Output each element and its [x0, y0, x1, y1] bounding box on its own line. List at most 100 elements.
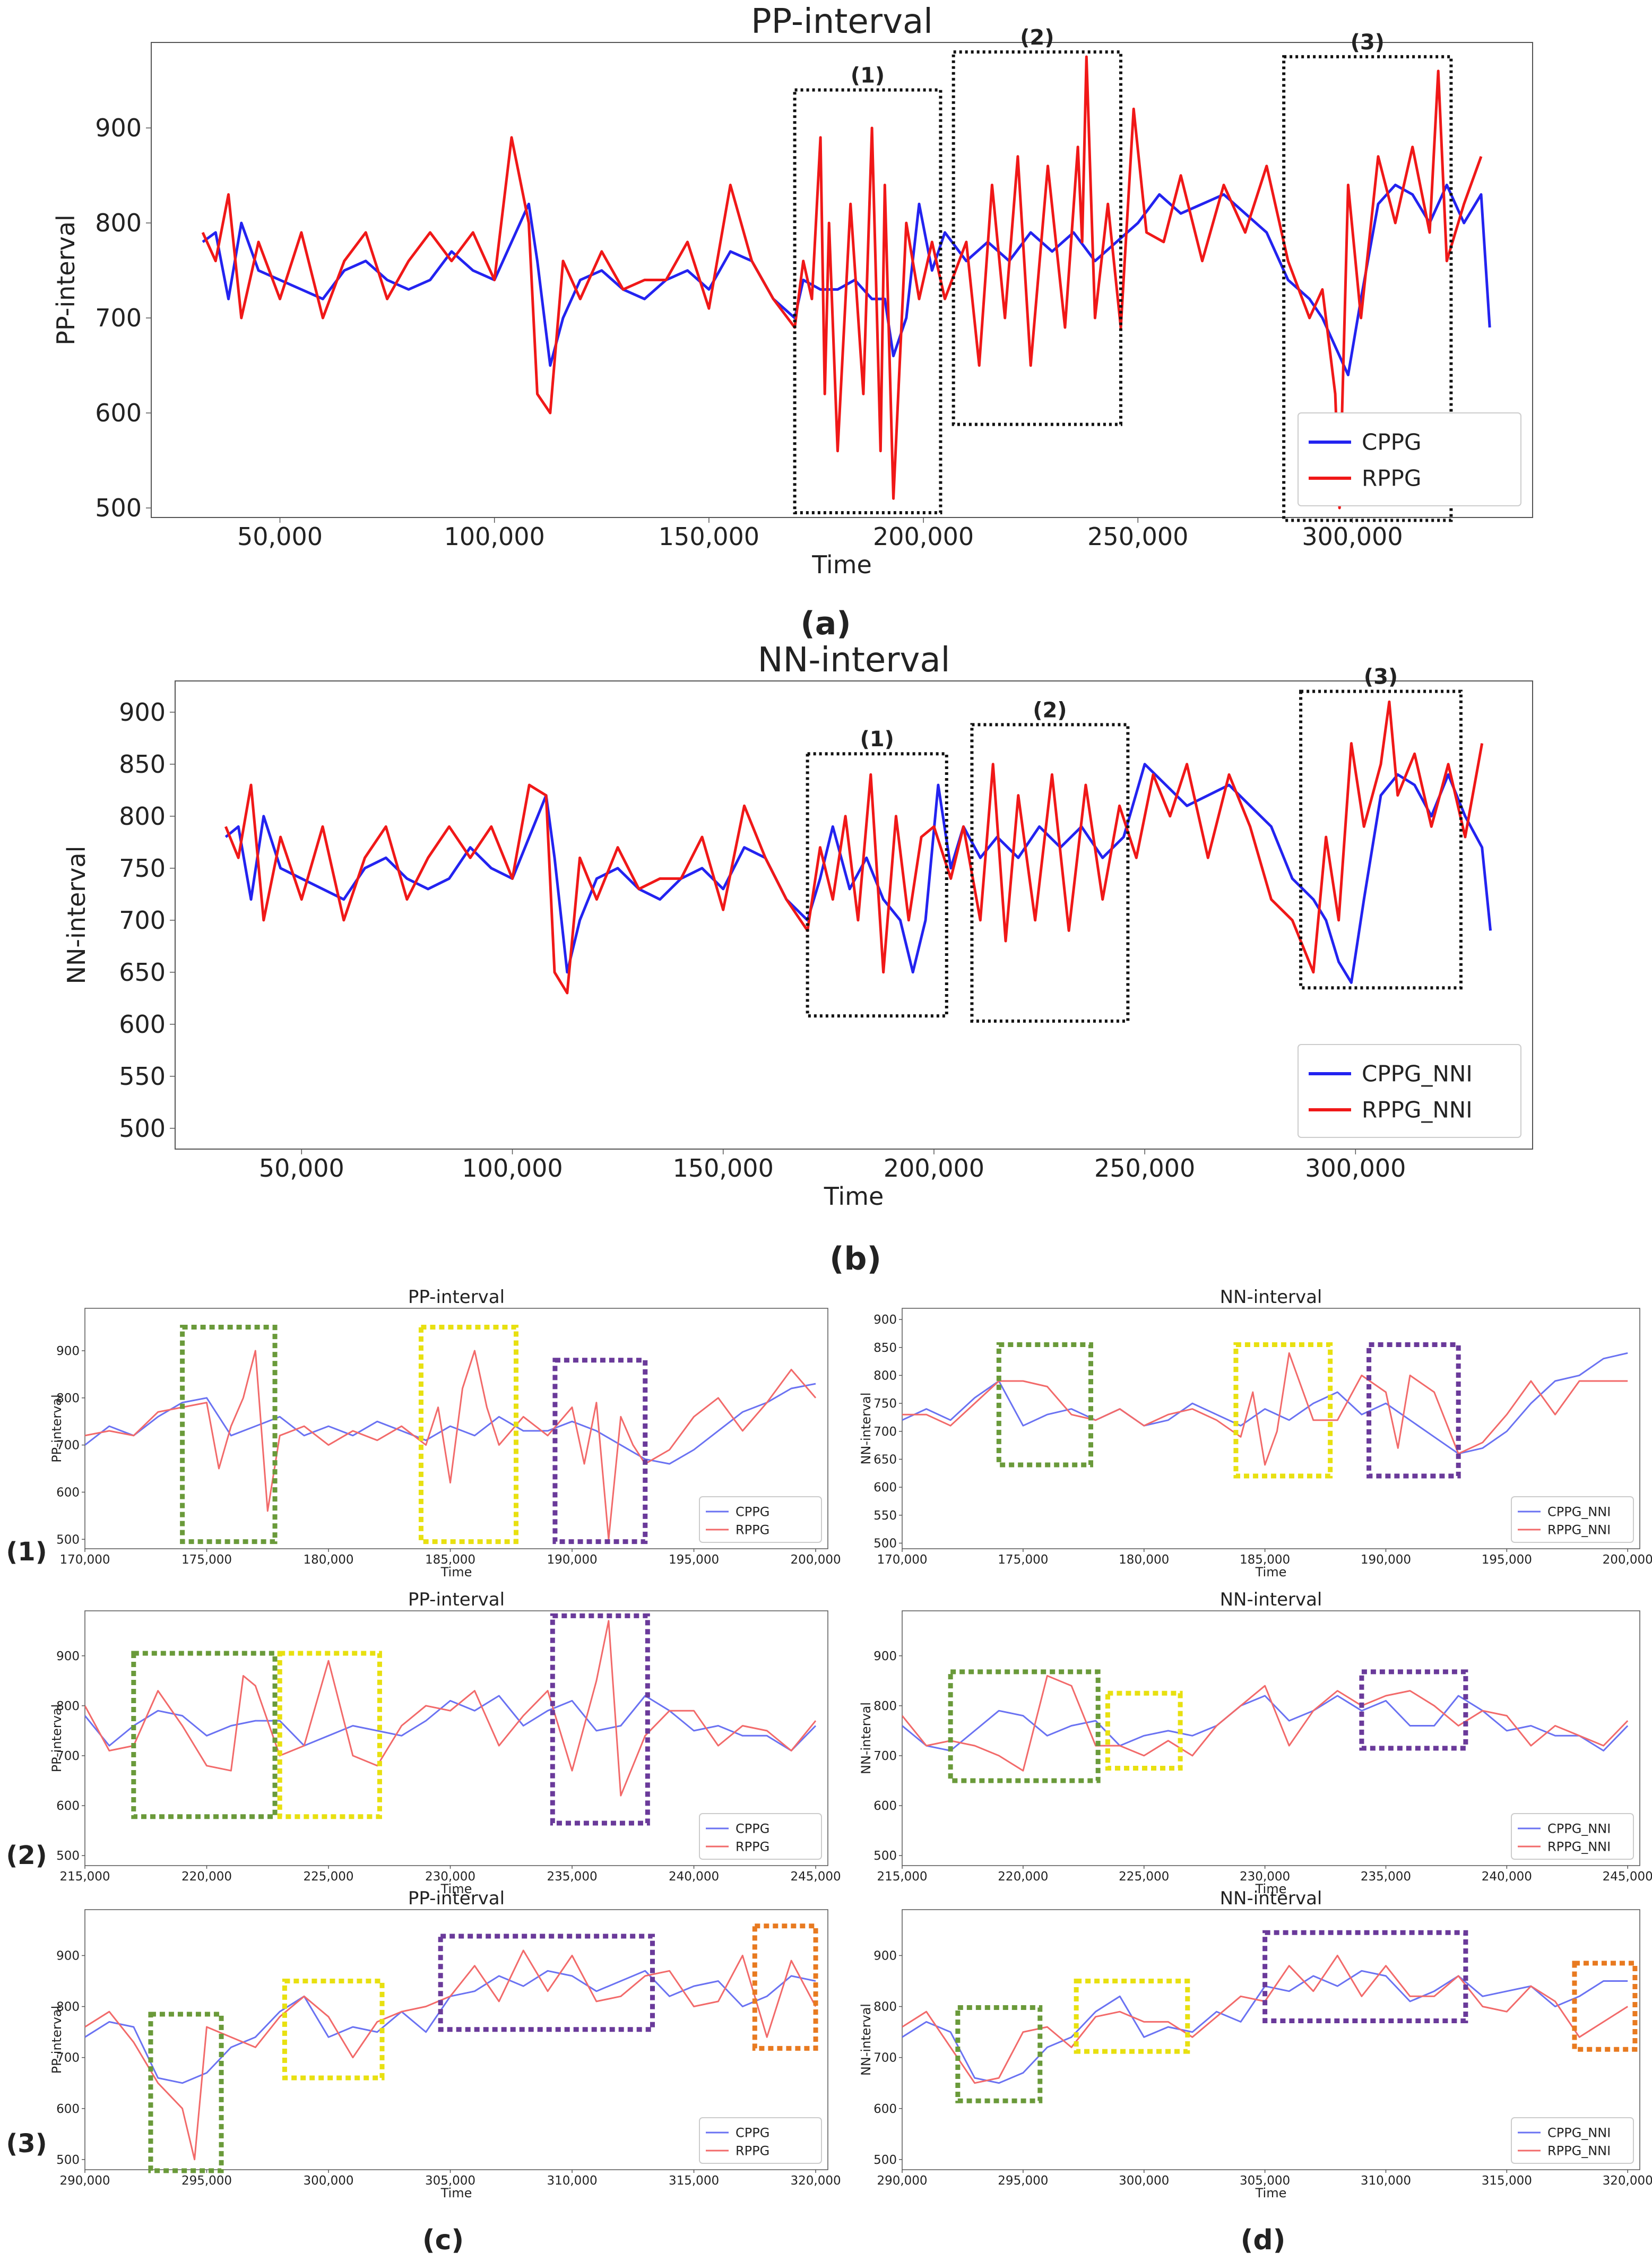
legend-label: RPPG_NNI [1547, 2143, 1611, 2158]
y-tick-label: 500 [119, 1114, 166, 1143]
x-axis-label: Time [811, 550, 872, 579]
y-tick-label: 800 [56, 1699, 80, 1713]
legend-label: CPPG [736, 1504, 769, 1519]
chart-title: PP-interval [751, 2, 933, 41]
x-tick-label: 310,000 [547, 2174, 597, 2188]
highlight-box-green-1 [948, 1669, 1101, 1783]
x-tick-label: 170,000 [59, 1553, 110, 1567]
y-tick-label: 650 [119, 958, 166, 987]
y-axis-label: PP-interval [49, 1394, 64, 1463]
y-tick-label: 600 [56, 1799, 80, 1813]
chart-title: NN-interval [758, 641, 950, 680]
series-line-rppg [85, 1620, 817, 1797]
legend-box [1511, 1496, 1634, 1543]
series-line-rppg-nni [902, 1352, 1628, 1466]
x-tick-label: 215,000 [59, 1870, 110, 1884]
legend-label: RPPG [736, 2143, 769, 2158]
x-tick-label: 200,000 [884, 1154, 984, 1183]
x-tick-label: 150,000 [673, 1154, 774, 1183]
y-tick-label: 800 [119, 802, 166, 831]
highlight-box-black-2 [970, 723, 1130, 1023]
y-tick-label: 700 [56, 2051, 80, 2065]
y-tick-label: 600 [873, 1481, 897, 1495]
x-tick-label: 200,000 [1603, 1553, 1652, 1567]
series-line-cppg [85, 1383, 816, 1465]
x-tick-label: 245,000 [790, 1870, 841, 1884]
y-tick-label: 600 [56, 2102, 80, 2116]
legend-label: RPPG_NNI [1362, 1097, 1473, 1123]
panel-label-d: (d) [1241, 2224, 1286, 2256]
y-tick-label: 550 [873, 1509, 897, 1523]
legend-box [699, 1813, 822, 1860]
x-tick-label: 170,000 [877, 1553, 927, 1567]
panel-label-c: (c) [422, 2224, 464, 2256]
y-tick-label: 900 [119, 698, 166, 727]
legend-label: CPPG_NNI [1547, 1504, 1611, 1519]
highlight-box-green-1 [180, 1325, 278, 1544]
x-tick-label: 290,000 [877, 2174, 927, 2188]
y-tick-label: 800 [95, 209, 142, 237]
legend-label: CPPG [736, 2125, 769, 2140]
x-tick-label: 250,000 [1087, 522, 1188, 551]
x-tick-label: 190,000 [547, 1553, 597, 1567]
y-tick-label: 900 [56, 1344, 80, 1358]
highlight-box-black-2 [952, 50, 1122, 426]
y-tick-label: 550 [119, 1062, 166, 1091]
legend-box [1511, 2117, 1634, 2164]
highlight-box-black-3 [1282, 55, 1453, 522]
legend-label: RPPG_NNI [1547, 1522, 1611, 1537]
x-axis-label: Time [440, 1565, 472, 1580]
x-tick-label: 100,000 [462, 1154, 563, 1183]
panel-label-a: (a) [800, 605, 851, 642]
highlight-box-label: (2) [1033, 698, 1067, 722]
series-line-cppg-nni [902, 1352, 1628, 1455]
y-tick-label: 700 [95, 304, 142, 332]
y-tick-label: 900 [873, 1313, 897, 1327]
highlight-box-black-1 [806, 752, 948, 1018]
x-axis-label: Time [440, 2186, 472, 2200]
chart-title: NN-interval [1220, 1589, 1322, 1610]
plot-area [201, 55, 1491, 510]
y-axis-label: PP-interval [49, 2006, 64, 2074]
x-tick-label: 220,000 [998, 1870, 1048, 1884]
x-axis-label: Time [824, 1182, 884, 1211]
highlight-box-label: (2) [1020, 25, 1054, 50]
highlight-box-yellow-2 [282, 1979, 385, 2081]
x-tick-label: 240,000 [1482, 1870, 1532, 1884]
chart-title: NN-interval [1220, 1287, 1322, 1308]
highlight-box-green-1 [996, 1342, 1093, 1468]
y-tick-label: 600 [873, 1799, 897, 1813]
x-tick-label: 315,000 [669, 2174, 719, 2188]
legend-label: RPPG [736, 1839, 769, 1854]
y-tick-label: 700 [873, 2051, 897, 2065]
y-tick-label: 700 [873, 1749, 897, 1763]
legend-label: RPPG_NNI [1547, 1839, 1611, 1854]
x-tick-label: 200,000 [790, 1553, 841, 1567]
x-tick-label: 215,000 [877, 1870, 927, 1884]
x-tick-label: 300,000 [1302, 522, 1403, 551]
x-tick-label: 300,000 [1305, 1154, 1406, 1183]
y-tick-label: 800 [56, 2000, 80, 2014]
x-tick-label: 245,000 [1603, 1870, 1652, 1884]
y-tick-label: 900 [56, 1650, 80, 1663]
legend-box [1298, 412, 1521, 506]
chart-c2: PP-interval 500 600 700 800 900 215,000 220,000… [49, 1589, 841, 1896]
x-tick-label: 175,000 [181, 1553, 232, 1567]
x-tick-label: 185,000 [1240, 1553, 1290, 1567]
highlight-box-yellow-2 [418, 1325, 518, 1544]
chart-title: PP-interval [408, 1589, 505, 1610]
highlight-box-yellow-2 [1074, 1979, 1190, 2054]
chart-d3: NN-interval 500 600 700 800 900 290,000 295,000… [859, 1888, 1652, 2200]
x-tick-label: 290,000 [59, 2174, 110, 2188]
x-tick-label: 315,000 [1482, 2174, 1532, 2188]
x-axis-label: Time [1255, 1882, 1287, 1896]
highlight-box-green-1 [131, 1651, 278, 1819]
y-tick-label: 750 [873, 1397, 897, 1411]
x-tick-label: 300,000 [1119, 2174, 1169, 2188]
highlight-box-label: (3) [1364, 665, 1398, 689]
y-tick-label: 700 [873, 1425, 897, 1439]
plot-area [85, 1620, 817, 1797]
highlight-box-orange-4 [1572, 1961, 1638, 2052]
x-tick-label: 195,000 [1482, 1553, 1532, 1567]
x-tick-label: 320,000 [1603, 2174, 1652, 2188]
